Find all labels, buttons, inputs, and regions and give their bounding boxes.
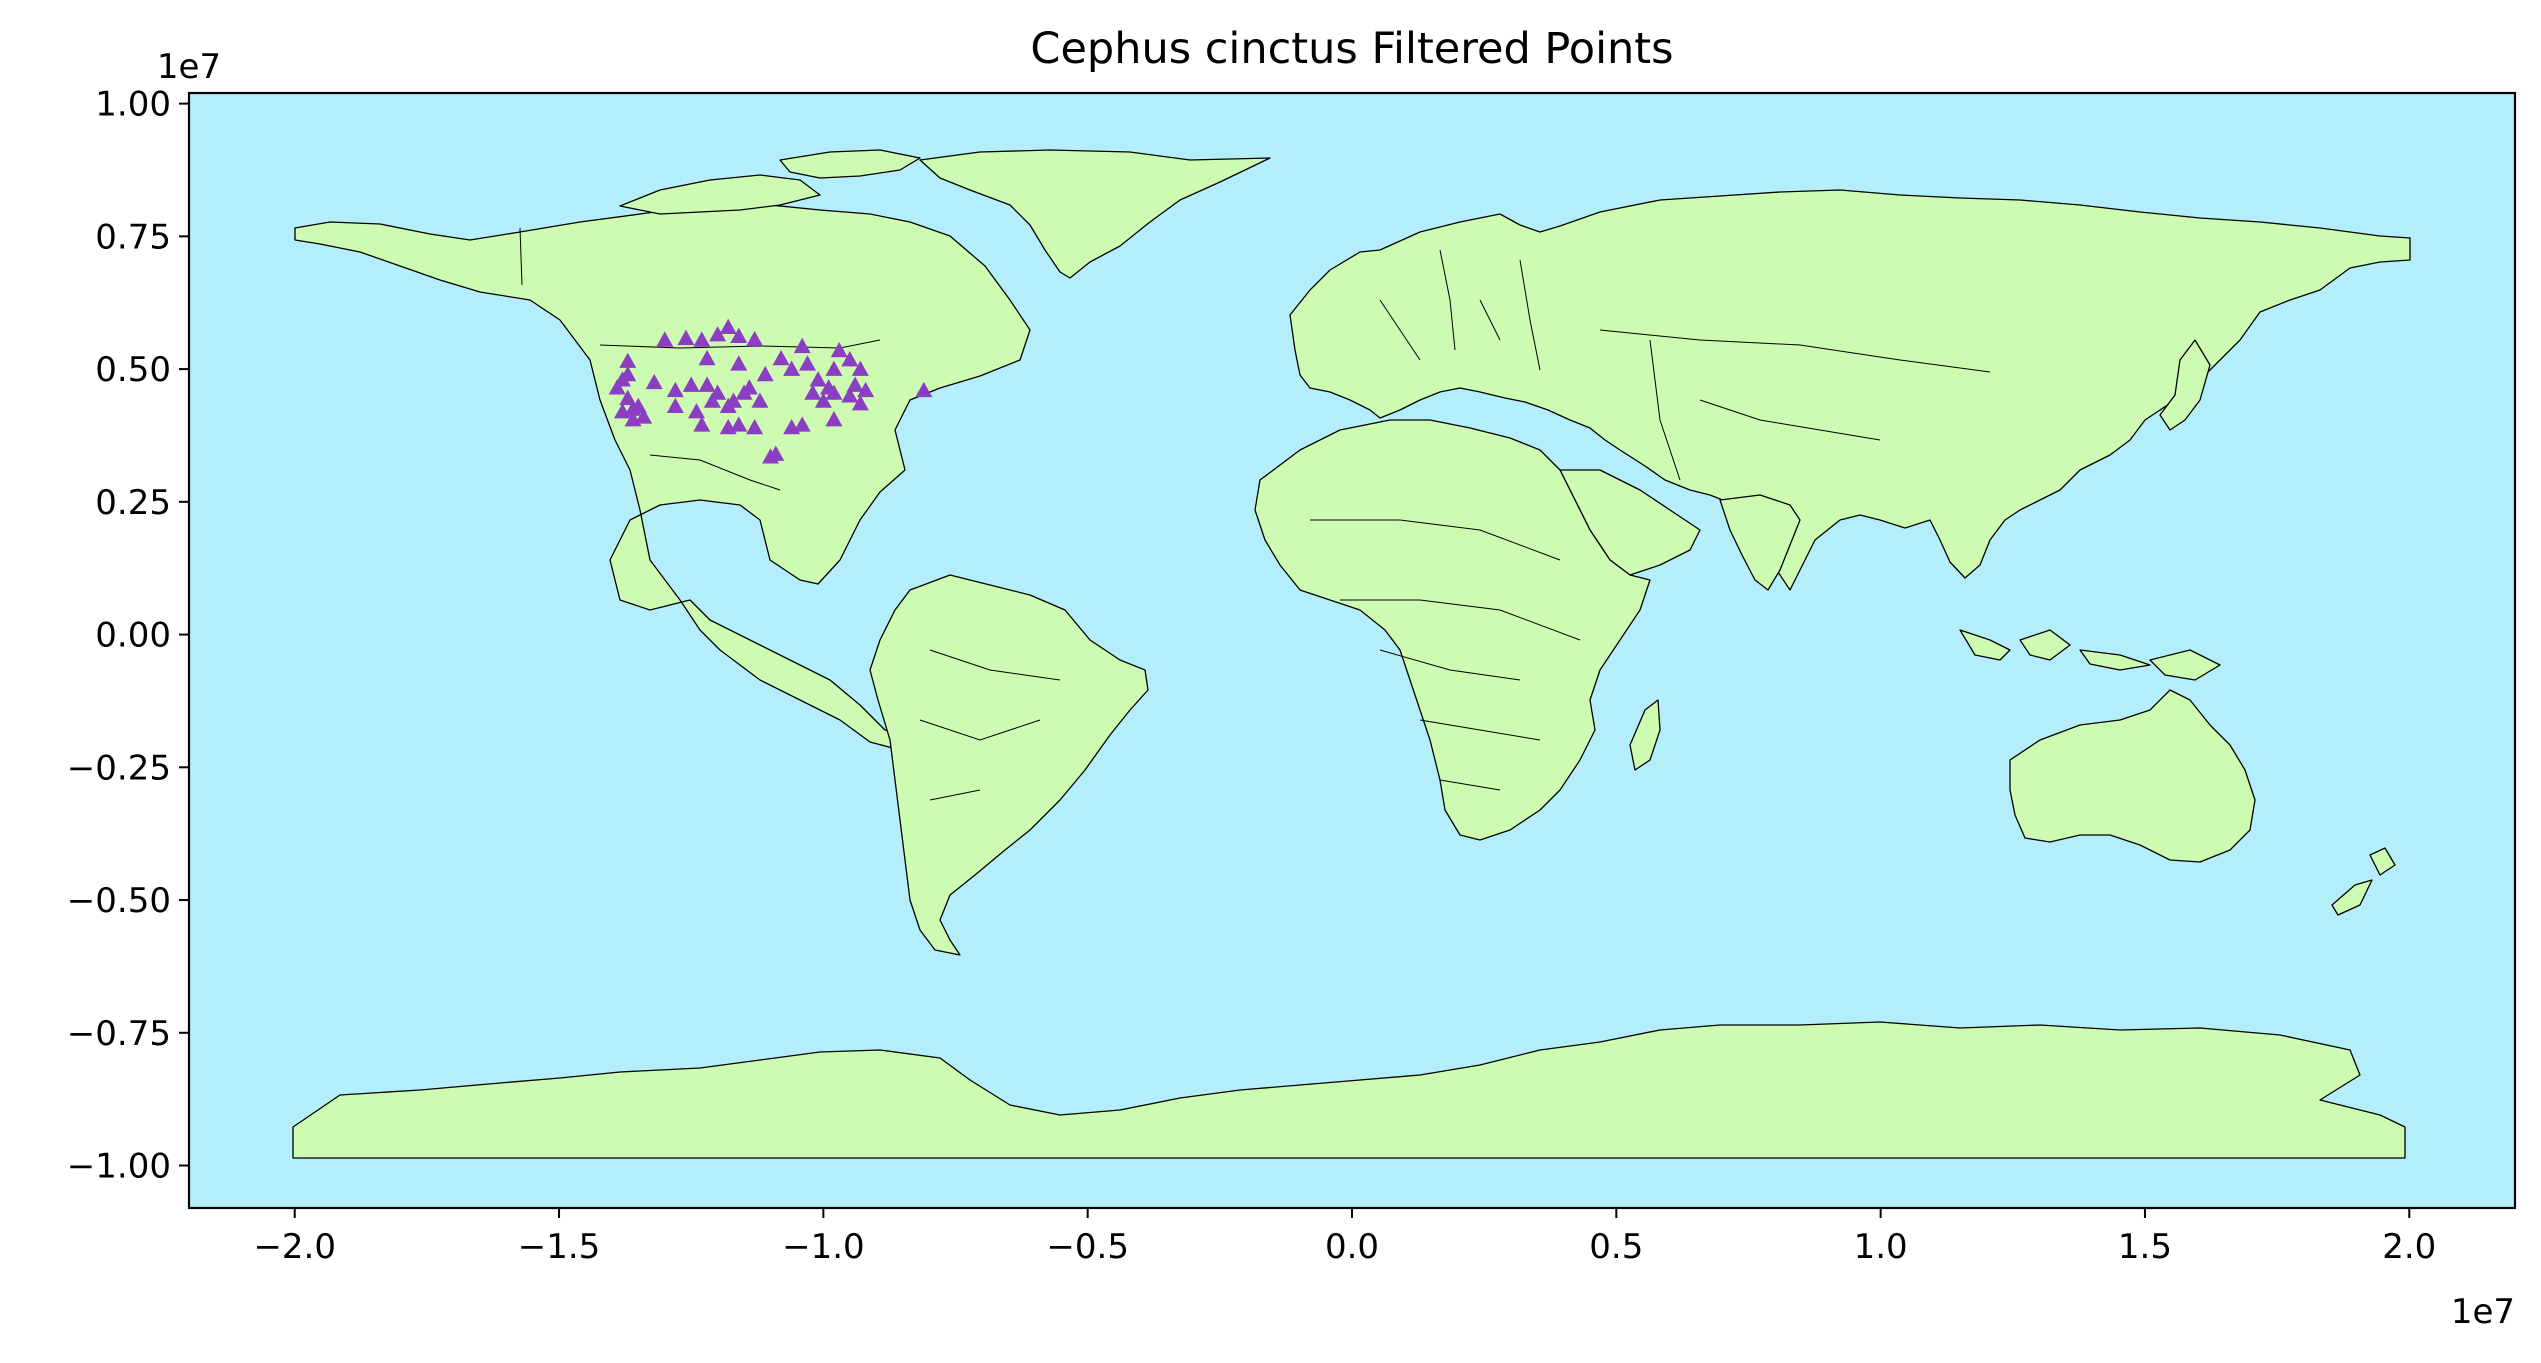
landmass-indonesia (1959, 629, 2221, 681)
landmass-arctic-islands (619, 174, 821, 215)
occurrence-point (783, 360, 801, 376)
occurrence-point (851, 395, 869, 411)
occurrence-point (830, 342, 848, 358)
occurrence-point (730, 416, 748, 432)
y-tick-label: −0.25 (67, 748, 171, 788)
occurrence-point (735, 384, 753, 400)
occurrence-point (804, 384, 822, 400)
occurrence-point (619, 389, 637, 406)
occurrence-point (629, 397, 647, 414)
x-tick-label: 0.5 (1589, 1227, 1643, 1267)
borders-africa (1310, 519, 1581, 791)
occurrence-point (851, 360, 869, 376)
occurrence-point (666, 381, 684, 398)
occurrence-point (656, 331, 674, 347)
landmass-madagascar (1629, 699, 1661, 771)
occurrence-point (841, 351, 859, 367)
occurrence-point (682, 376, 700, 392)
landmass-africa (1254, 419, 1651, 841)
y-tick-label: −0.75 (67, 1014, 171, 1054)
occurrence-point (619, 352, 637, 368)
y-axis-offset-label: 1e7 (157, 47, 221, 87)
occurrence-point (793, 337, 811, 354)
landmass-new-zealand (2331, 847, 2396, 916)
x-axis-offset-label: 1e7 (2451, 1292, 2515, 1332)
y-tick-label: −0.50 (67, 881, 171, 921)
occurrence-point (746, 330, 764, 347)
y-tick-label: 0.25 (95, 483, 171, 523)
border-alaska (519, 227, 523, 286)
occurrence-point (608, 379, 626, 395)
x-tick-label: 1.0 (1854, 1227, 1908, 1267)
occurrence-point (703, 392, 721, 408)
y-tick-label: 0.00 (95, 616, 171, 656)
occurrence-point (772, 349, 790, 366)
landmass-australia (2009, 689, 2256, 863)
occurrence-point (825, 360, 843, 376)
occurrence-point (613, 403, 631, 419)
y-tick-label: 1.00 (95, 85, 171, 125)
y-tick-label: 0.75 (95, 217, 171, 257)
occurrence-point (857, 381, 875, 398)
landmass-arctic-islands-north (779, 149, 921, 179)
occurrence-point (915, 381, 933, 398)
landmass-japan (2159, 339, 2211, 431)
x-tick-label: −2.0 (253, 1227, 336, 1267)
occurrence-point (825, 384, 843, 400)
occurrence-point (693, 331, 711, 347)
y-tick-label: −1.00 (67, 1147, 171, 1187)
occurrence-point (666, 397, 684, 414)
x-tick-label: 1.5 (2118, 1227, 2172, 1267)
world-map (292, 149, 2411, 1159)
borders-europe (1379, 249, 1541, 371)
x-tick-label: −1.0 (782, 1227, 865, 1267)
occurrence-point (719, 397, 737, 414)
landmass-south-america (869, 574, 1149, 956)
occurrence-point (730, 327, 748, 343)
occurrence-point (762, 448, 779, 464)
occurrence-point (846, 376, 864, 392)
landmass-north-america (294, 203, 1031, 751)
occurrence-point (698, 376, 716, 392)
landmass-eurasia (1289, 189, 2411, 591)
occurrence-point (799, 355, 817, 371)
x-axis: −2.0 −1.5 −1.0 −0.5 0.0 0.5 1.0 1.5 2.0 (253, 1208, 2436, 1267)
occurrence-point (809, 371, 827, 387)
occurrence-point (841, 387, 859, 403)
borders-asia (1599, 329, 1991, 481)
occurrence-point (814, 392, 832, 408)
occurrence-point (645, 373, 663, 390)
y-tick-label: 0.50 (95, 350, 171, 390)
occurrence-point (635, 408, 653, 424)
occurrence-point (825, 411, 843, 427)
occurrence-point (624, 411, 642, 427)
x-tick-label: −1.5 (518, 1227, 601, 1267)
chart-title: Cephus cinctus Filtered Points (1030, 24, 1673, 74)
occurrence-point (677, 329, 695, 346)
occurrence-point (793, 416, 811, 432)
occurrence-point (751, 392, 769, 408)
occurrence-points (608, 318, 933, 464)
occurrence-point (730, 355, 748, 371)
y-axis: 1.00 0.75 0.50 0.25 0.00 −0.25 −0.50 −0.75 −1.00 (67, 85, 189, 1187)
x-tick-label: −0.5 (1046, 1227, 1129, 1267)
occurrence-point (746, 419, 764, 435)
x-tick-label: 2.0 (2382, 1227, 2436, 1267)
landmass-india (1719, 494, 1801, 591)
border-us-mexico (649, 454, 781, 491)
x-tick-label: 0.0 (1325, 1227, 1379, 1267)
occurrence-point (619, 365, 637, 382)
occurrence-point (756, 365, 774, 382)
occurrence-point (693, 416, 711, 432)
occurrence-point (698, 349, 716, 366)
landmass-antarctica (292, 1021, 2406, 1159)
occurrence-point (687, 403, 705, 419)
landmass-greenland (919, 149, 1271, 279)
occurrence-point (719, 318, 737, 334)
occurrence-point (709, 326, 727, 342)
borders-south-america (919, 649, 1061, 801)
